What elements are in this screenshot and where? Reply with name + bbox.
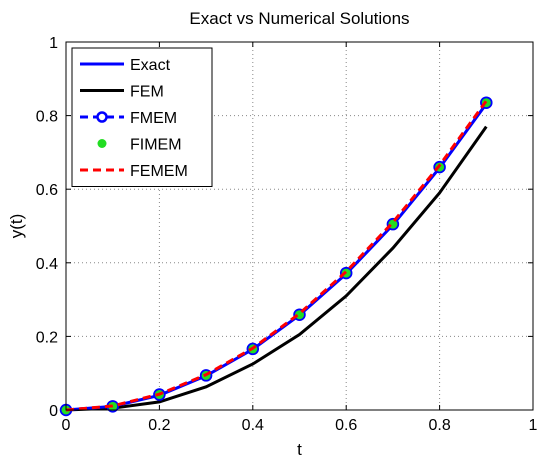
- legend-label-fimem: FIMEM: [130, 137, 182, 154]
- series-line-femem: [65, 99, 488, 412]
- y-tick-label: 1: [49, 35, 58, 52]
- series-layer: [59, 96, 493, 417]
- fmem-point: [293, 308, 306, 321]
- x-tick-label: 1: [529, 417, 538, 434]
- fmem-point: [386, 217, 400, 231]
- chart-title: Exact vs Numerical Solutions: [189, 9, 409, 28]
- legend: Exact FEM FMEM FIMEM FEMEM: [71, 47, 213, 187]
- x-tick-label: 0.8: [428, 417, 450, 434]
- legend-label-fem: FEM: [130, 84, 164, 101]
- legend-marker-fimem: [97, 139, 107, 148]
- fmem-point: [433, 160, 446, 174]
- x-tick-label: 0.6: [335, 417, 357, 434]
- y-tick-label: 0.8: [36, 109, 58, 126]
- y-tick-label: 0.2: [36, 329, 58, 346]
- fmem-point: [199, 369, 213, 382]
- grid: [66, 42, 533, 410]
- fmem-point: [480, 96, 493, 109]
- legend-label-exact: Exact: [130, 57, 171, 74]
- fmem-point: [153, 388, 166, 401]
- ticks: 0 0.2 0.4 0.6 0.8 1 0 0.2 0.4 0.6 0.8 1: [36, 35, 538, 434]
- y-tick-label: 0.4: [36, 256, 58, 273]
- y-axis-label: y(t): [7, 214, 26, 239]
- legend-label-femem: FEMEM: [130, 163, 188, 180]
- legend-label-fmem: FMEM: [130, 110, 177, 127]
- y-tick-label: 0.6: [36, 182, 58, 199]
- x-tick-label: 0.4: [242, 417, 264, 434]
- plot-frame: [65, 41, 534, 411]
- series-line-fem: [65, 125, 488, 412]
- x-tick-label: 0: [62, 417, 71, 434]
- x-tick-label: 0.2: [148, 417, 170, 434]
- legend-marker-fmem: [96, 111, 108, 123]
- fmem-point: [246, 342, 260, 356]
- x-axis-label: t: [297, 440, 302, 459]
- y-tick-label: 0: [49, 403, 58, 420]
- fmem-point: [339, 266, 353, 280]
